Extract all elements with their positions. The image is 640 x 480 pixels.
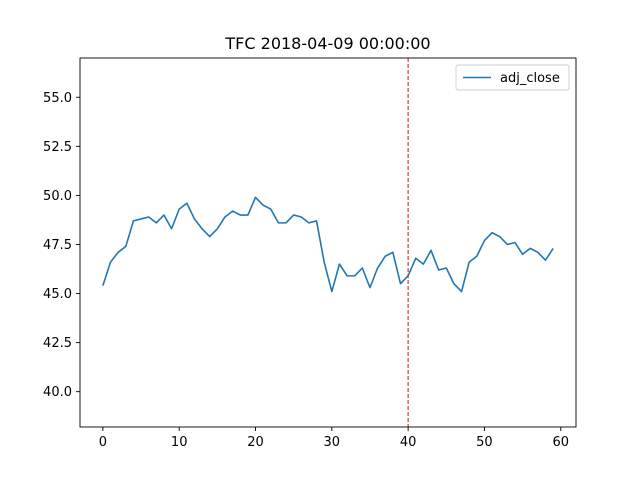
y-tick-label: 42.5 [43,336,72,351]
x-tick-label: 50 [476,435,493,450]
x-tick-label: 30 [324,435,341,450]
legend-label: adj_close [500,71,560,86]
y-tick-label: 50.0 [43,189,72,204]
legend-box [455,64,570,91]
y-tick-label: 40.0 [43,385,72,400]
x-tick-label: 60 [552,435,569,450]
plot-frame [79,57,577,428]
y-tick-label: 47.5 [43,238,72,253]
y-tick-label: 55.0 [43,91,72,106]
series-line-adj_close [102,196,554,293]
x-tick-label: 40 [400,435,417,450]
x-tick-label: 10 [171,435,188,450]
chart-title: TFC 2018-04-09 00:00:00 [224,34,430,53]
x-tick-label: 20 [247,435,264,450]
y-tick-label: 52.5 [43,140,72,155]
x-tick-label: 0 [99,435,107,450]
y-tick-label: 45.0 [43,287,72,302]
